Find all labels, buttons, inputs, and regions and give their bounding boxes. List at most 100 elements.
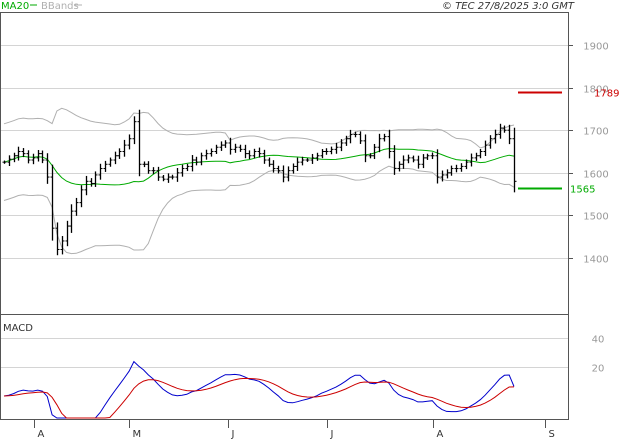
ohlc-bar [74,197,79,216]
ohlc-bar [344,135,349,146]
ohlc-bar [166,173,171,183]
ohlc-bar [353,131,358,138]
ohlc-bar [512,127,517,193]
ohlc-bar [421,154,426,169]
ohlc-bar [339,139,344,152]
ohlc-bar [291,163,296,174]
ohlc-bar [194,156,199,166]
ohlc-bar [12,152,17,163]
ohlc-bar [108,157,113,167]
price-y-tick-label: 1500 [583,212,608,223]
ohlc-bar [310,153,315,164]
price-y-tick-label: 1600 [583,170,608,181]
ohlc-bar [180,164,185,177]
ohlc-bar [474,152,479,161]
ohlc-bar [161,175,166,182]
ohlc-bar [478,149,483,159]
ohlc-bar [185,163,190,172]
ohlc-bar [151,167,156,175]
ohlc-bar [469,153,474,167]
ohlc-bar [368,153,373,159]
ohlc-bar [271,160,276,173]
ohlc-bar [382,133,387,142]
ohlc-bar [397,161,402,172]
ohlc-bar [175,167,180,182]
ohlc-bar [21,148,26,158]
ohlc-bar [156,166,161,181]
ohlc-bar [315,152,320,161]
ohlc-bar [36,149,41,162]
ohlc-bar [305,158,310,162]
ohlc-bar [146,161,151,174]
signal-line [3,377,515,419]
ohlc-bar [348,129,353,144]
price-panel-frame [0,12,569,315]
ma-legend-label: MA20 [1,1,29,12]
ohlc-bar [204,149,209,160]
ohlc-bar [137,109,142,177]
ohlc-bar [430,152,435,160]
ohlc-bar [488,135,493,149]
ohlc-bar [416,155,421,169]
ohlc-bar [93,171,98,187]
ohlc-bar [84,175,89,196]
ohlc-bar [113,151,118,165]
ohlc-bar [262,149,267,164]
ohlc-bar [387,129,392,159]
ohlc-bar [507,124,512,145]
bb-legend-label: BBands [41,1,79,12]
ohlc-bar [445,169,450,179]
macd-panel-frame [0,314,569,420]
ohlc-bar [401,155,406,169]
ohlc-bar [50,164,55,241]
ohlc-bar [190,155,195,172]
x-tick-label: J [330,429,334,440]
ohlc-bar [334,142,339,154]
ohlc-bar [435,149,440,184]
ohlc-bar [459,163,464,172]
ohlc-bar [363,134,368,163]
bollinger-bands [3,107,515,255]
price-y-tick-label: 1900 [583,42,608,53]
ohlc-bar [45,153,50,184]
ohlc-bar [2,160,7,164]
ohlc-bar [425,153,430,160]
ohlc-bar [392,145,397,175]
ohlc-bar [69,204,74,233]
level-label: 1565 [570,185,595,196]
macd-y-tick-label: 40 [592,335,605,346]
price-grid [1,45,568,259]
ohlc-bar [324,148,329,155]
ohlc-bar [267,157,272,167]
ohlc-bar [257,147,262,158]
ohlc-bar [502,125,507,133]
ohlc-bar [40,150,45,164]
ohlc-bar [16,146,21,161]
ohlc-bar [214,144,219,154]
price-y-tick-label: 1700 [583,127,608,138]
ohlc-bar [464,159,469,170]
ohlc-bar [26,150,31,164]
ohlc-bar [493,129,498,144]
bb-upper-line [3,107,515,149]
macd-grid [1,338,568,368]
ohlc-bar [252,148,257,159]
ohlc-bar [142,161,147,168]
ohlc-bar [295,157,300,171]
price-y-axis: 1400 1500 1600 1700 1800 1900 [568,42,609,266]
ohlc-bar [132,116,137,145]
macd-lines [3,360,515,419]
bb-lower-line [3,165,515,255]
ohlc-bar [60,236,65,255]
level-label: 1789 [594,89,619,100]
ohlc-bar [223,140,228,148]
ohlc-bar [440,170,445,182]
ohlc-bar [358,131,363,144]
ohlc-bar [79,185,84,208]
price-y-tick-label: 1400 [583,255,608,266]
ohlc-bar [276,165,281,174]
ohlc-bar [103,160,108,172]
macd-line [3,360,515,419]
ohlc-bar [233,143,238,153]
